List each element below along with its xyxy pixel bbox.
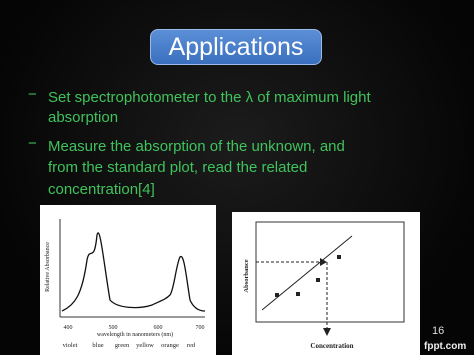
color-label: blue <box>92 342 103 349</box>
color-label: yellow <box>136 342 154 349</box>
color-label: violet <box>63 342 78 349</box>
color-label: red <box>187 342 196 349</box>
point <box>316 278 320 282</box>
y-label: Relative Absorbance <box>45 242 51 292</box>
standard-plot-figure: Absorbance Concentration <box>232 212 420 355</box>
x-tick: 400 <box>64 325 73 331</box>
bullet-line: Measure the absorption of the unknown, a… <box>48 138 345 155</box>
bullet-line: concentration[4] <box>48 181 155 198</box>
arrow <box>320 258 327 266</box>
x-label: Concentration <box>310 342 353 350</box>
x-label: wavelength in nanometers (nm) <box>97 331 173 338</box>
arrow <box>323 328 331 336</box>
bullet-marker: − <box>28 135 37 152</box>
point <box>337 255 341 259</box>
spectrum-curve <box>61 232 206 312</box>
footer: fppt.com <box>424 341 467 352</box>
point <box>296 292 300 296</box>
bullet-line: from the standard plot, read the related <box>48 159 308 176</box>
y-label: Absorbance <box>243 259 250 292</box>
page-number: 16 <box>432 325 445 337</box>
slide-title: Applications <box>150 29 322 65</box>
x-tick: 500 <box>109 325 118 331</box>
color-label: orange <box>161 342 179 349</box>
bullet-line: absorption <box>48 109 119 126</box>
bullet-marker: − <box>28 86 37 103</box>
fit-line <box>261 235 353 311</box>
spectrum-figure: Relative Absorbance 400 500 600 700 wave… <box>40 205 216 355</box>
bullet-line: Set spectrophotometer to the λ of maximu… <box>48 89 371 106</box>
x-tick: 600 <box>154 325 163 331</box>
x-tick: 700 <box>196 325 205 331</box>
point <box>275 293 279 297</box>
color-label: green <box>115 342 130 349</box>
plot-frame <box>255 221 405 323</box>
